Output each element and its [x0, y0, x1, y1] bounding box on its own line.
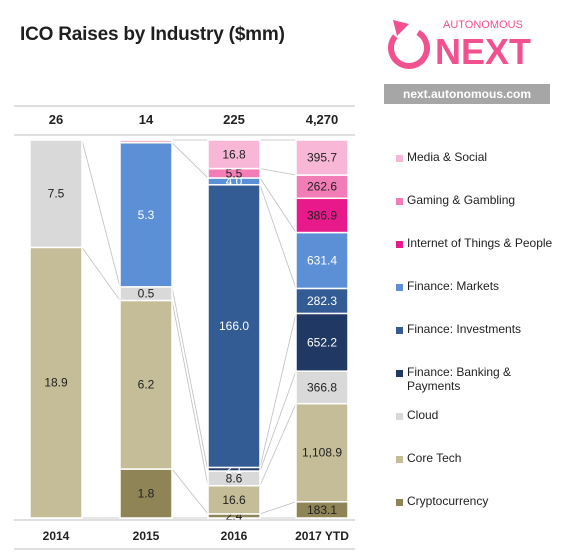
- data-label: 262.6: [307, 180, 337, 194]
- data-label: 16.6: [222, 493, 246, 507]
- legend-label: Finance: Investments: [407, 322, 522, 336]
- connector-line: [81, 139, 121, 287]
- connector-line: [259, 403, 297, 486]
- connector-line: [171, 468, 209, 515]
- legend-label: Internet of Things & People: [407, 236, 553, 250]
- chart-title: ICO Raises by Industry ($mm): [20, 24, 285, 45]
- data-label: 1.8: [138, 487, 155, 501]
- legend-item: Gaming & Gambling: [396, 193, 561, 207]
- legend-swatch: [396, 241, 403, 248]
- legend-item: Core Tech: [396, 451, 561, 465]
- connector-line: [81, 247, 121, 301]
- bar-segment: [29, 246, 83, 519]
- connector-lines: [81, 139, 297, 519]
- bar-segment: [295, 370, 349, 405]
- legend-item: Media & Social: [396, 150, 561, 164]
- data-label: 18.9: [44, 376, 68, 390]
- legend-label: Core Tech: [407, 451, 462, 465]
- legend-swatch: [396, 370, 403, 377]
- bar-segment: [295, 402, 349, 503]
- bar-segment: [207, 139, 261, 170]
- bar-segment: [119, 141, 173, 288]
- bar-segment: [29, 139, 83, 249]
- connector-line: [171, 300, 209, 486]
- legend-label: Media & Social: [407, 150, 488, 164]
- legend-swatch: [396, 155, 403, 162]
- legend-item: Finance: Markets: [396, 279, 561, 293]
- legend-swatch: [396, 198, 403, 205]
- bar-segment: [295, 139, 349, 176]
- connector-line: [259, 501, 297, 515]
- data-label: 5.5: [226, 166, 243, 180]
- legend-swatch: [396, 284, 403, 291]
- data-label: 631.4: [307, 253, 337, 267]
- data-label: 8.6: [226, 471, 243, 485]
- bar-segment: [207, 184, 261, 469]
- data-label: 386.9: [307, 208, 337, 222]
- legend-label: Finance: Banking & Payments: [407, 365, 512, 393]
- data-label: 652.2: [307, 335, 337, 349]
- category-label: 2015: [133, 529, 160, 543]
- legend-label: Gaming & Gambling: [407, 193, 516, 207]
- legend-swatch: [396, 456, 403, 463]
- data-label: 183.1: [307, 503, 337, 517]
- total-label: 26: [49, 112, 63, 127]
- total-label: 4,270: [306, 112, 339, 127]
- bar-segment: [119, 139, 173, 144]
- data-label: 1,108.9: [302, 446, 342, 460]
- logo-url-link[interactable]: next.autonomous.com: [384, 84, 550, 104]
- legend-item: Finance: Banking & Payments: [396, 365, 561, 393]
- legend-item: Internet of Things & People: [396, 236, 561, 250]
- category-label: 2017 YTD: [295, 529, 349, 543]
- total-label: 14: [139, 112, 154, 127]
- data-label: 5.3: [138, 208, 155, 222]
- connector-line: [259, 168, 297, 176]
- bar-segment: [207, 484, 261, 515]
- data-label: 282.3: [307, 294, 337, 308]
- data-label: 7.5: [48, 187, 65, 201]
- autonomous-next-logo: AUTONOMOUS NEXT: [387, 14, 547, 74]
- connector-line: [259, 371, 297, 472]
- bar-segment: [295, 197, 349, 234]
- data-label: 395.7: [307, 151, 337, 165]
- data-label: 6.2: [138, 378, 155, 392]
- legend-swatch: [396, 413, 403, 420]
- logo-top-text: AUTONOMOUS: [443, 19, 523, 31]
- legend-item: Cryptocurrency: [396, 494, 561, 508]
- bar-segment: [119, 299, 173, 470]
- category-label: 2016: [221, 529, 248, 543]
- bar-segment: [119, 468, 173, 519]
- connector-line: [259, 184, 297, 289]
- data-label: 366.8: [307, 380, 337, 394]
- logo-swirl-icon: AUTONOMOUS NEXT: [388, 19, 531, 72]
- connector-line: [171, 142, 209, 179]
- legend-label: Cryptocurrency: [407, 494, 489, 508]
- legend-swatch: [396, 499, 403, 506]
- data-label: 0.5: [138, 287, 155, 301]
- legend-label: Cloud: [407, 408, 439, 422]
- connector-line: [259, 177, 297, 233]
- data-label: 16.8: [222, 147, 246, 161]
- data-label: 166.0: [219, 319, 249, 333]
- logo-main-text: NEXT: [435, 31, 531, 72]
- bar-segment: [295, 231, 349, 290]
- legend-item: Finance: Investments: [396, 322, 561, 336]
- total-label: 225: [223, 112, 245, 127]
- legend-label: Finance: Markets: [407, 279, 500, 293]
- connector-line: [259, 313, 297, 468]
- connector-line: [171, 286, 209, 472]
- category-label: 2014: [43, 529, 70, 543]
- legend-item: Cloud: [396, 408, 561, 422]
- legend-swatch: [396, 327, 403, 334]
